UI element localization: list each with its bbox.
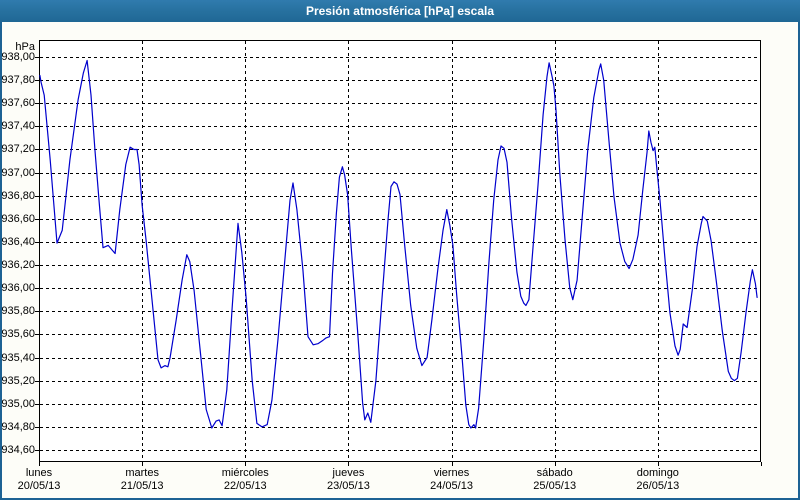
day-name: lunes [25,467,53,479]
chart-title: Presión atmosférica [hPa] escala [305,4,495,18]
day-name: sábado [536,467,573,479]
x-axis-day-label: jueves 23/05/13 [296,467,400,493]
chart-title-bar: Presión atmosférica [hPa] escala [0,0,800,22]
day-date: 23/05/13 [327,480,370,492]
y-axis-tick-label: 937,60 [1,97,35,110]
x-axis-day-label: domingo 26/05/13 [606,467,710,493]
day-name: jueves [332,467,365,479]
y-axis-tick-label: 936,00 [1,282,35,295]
y-axis-tick-label: 935,20 [1,374,35,387]
y-axis-tick-label: 936,20 [1,259,35,272]
day-date: 24/05/13 [430,480,473,492]
day-name: viernes [433,467,470,479]
day-name: martes [125,467,159,479]
y-axis-tick-label: 937,00 [1,166,35,179]
y-axis-tick-label: 937,80 [1,74,35,87]
plot-background [39,40,761,462]
day-date: 20/05/13 [17,480,61,492]
y-axis-tick-label: 936,40 [1,235,35,248]
y-axis-tick-label: 935,00 [1,397,35,410]
y-axis-tick-label: 938,00 [1,51,35,63]
y-axis-tick-label: 934,80 [1,420,35,433]
day-date: 26/05/13 [636,480,680,492]
day-date: 22/05/13 [223,480,267,492]
y-axis-tick-label: 935,40 [1,351,35,364]
day-date: 21/05/13 [120,480,164,492]
x-axis-day-label: miércoles 22/05/13 [193,467,297,493]
day-date: 25/05/13 [533,480,577,492]
y-axis-tick-label: 935,80 [1,305,35,318]
x-axis-day-label: viernes 24/05/13 [400,467,504,493]
y-axis-unit-label: hPa [15,41,35,53]
pressure-line [39,59,758,429]
day-name: miércoles [221,467,269,479]
x-axis-day-label: martes 21/05/13 [90,467,194,493]
y-axis-tick-label: 936,60 [1,212,35,225]
y-axis-tick-label: 935,60 [1,328,35,341]
y-axis-tick-label: 936,80 [1,189,35,202]
y-axis-tick-label: 937,40 [1,120,35,133]
x-axis-day-label: lunes 20/05/13 [0,467,91,493]
day-name: domingo [636,467,679,479]
x-axis-day-label: sábado 25/05/13 [503,467,607,493]
y-axis-tick-label: 934,60 [1,444,35,456]
y-axis-tick-label: 937,20 [1,143,35,156]
